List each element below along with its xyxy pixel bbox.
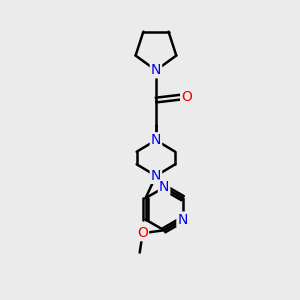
Text: O: O bbox=[137, 226, 148, 240]
Text: N: N bbox=[151, 169, 161, 183]
Text: N: N bbox=[151, 63, 161, 77]
Text: O: O bbox=[181, 90, 192, 104]
Text: N: N bbox=[151, 133, 161, 147]
Text: N: N bbox=[177, 212, 188, 226]
Text: N: N bbox=[159, 180, 169, 194]
